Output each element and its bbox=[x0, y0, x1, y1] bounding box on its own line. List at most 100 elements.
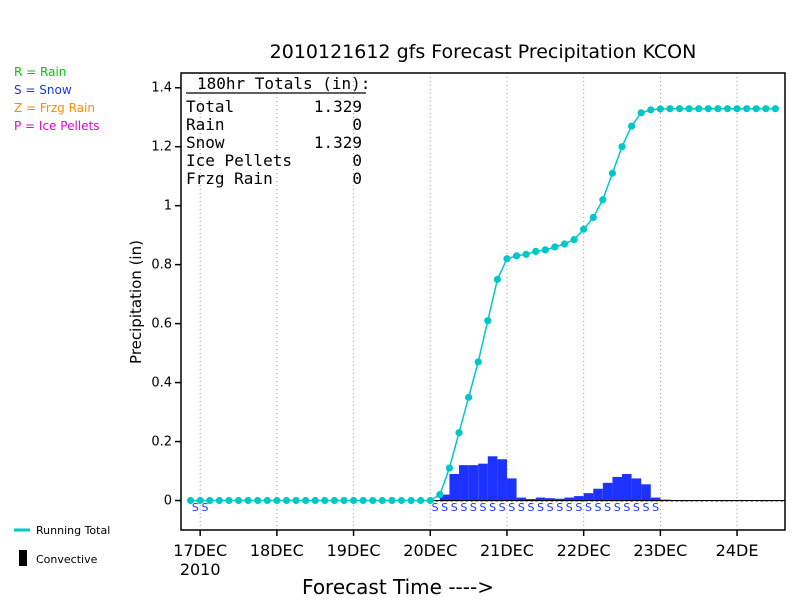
running-total-point bbox=[714, 105, 722, 113]
running-total-point bbox=[618, 143, 626, 151]
running-total-point bbox=[580, 225, 588, 233]
precip-type-code: S bbox=[642, 501, 649, 514]
running-total-point bbox=[311, 496, 319, 505]
convective-legend-swatch bbox=[19, 550, 27, 566]
running-total-point bbox=[599, 196, 607, 204]
running-total-point bbox=[704, 105, 712, 113]
running-total-point bbox=[378, 496, 386, 505]
running-total-point bbox=[234, 496, 243, 505]
precip-bar bbox=[602, 482, 613, 501]
precip-type-code: S bbox=[537, 501, 544, 514]
running-total-point bbox=[196, 496, 204, 505]
precip-type-legend: R = Rain S = Snow Z = Frzg Rain P = Ice Pel… bbox=[14, 65, 99, 133]
totals-row-value: 1.329 bbox=[314, 133, 362, 152]
running-total-point bbox=[263, 496, 271, 505]
type-legend-item: P = Ice Pellets bbox=[14, 119, 99, 133]
precip-bar bbox=[612, 476, 623, 501]
precip-bar bbox=[622, 473, 632, 501]
running-total-point bbox=[282, 496, 291, 505]
precip-type-code: S bbox=[585, 501, 592, 514]
y-axis: 0 0.2 0.4 0.6 0.8 1 1.2 1.4 bbox=[151, 81, 181, 509]
running-total-point bbox=[302, 496, 310, 505]
running-total-point bbox=[570, 235, 578, 244]
y-axis-label: Precipitation (in) bbox=[127, 240, 145, 364]
running-total-point bbox=[369, 496, 377, 505]
x-tick-label: 18DEC bbox=[250, 541, 304, 560]
running-total-point bbox=[417, 496, 425, 505]
running-total-point bbox=[762, 105, 770, 113]
running-total-point bbox=[743, 105, 751, 113]
y-tick-label: 0.6 bbox=[151, 317, 172, 332]
running-total-point bbox=[465, 393, 473, 401]
type-legend-item: Z = Frzg Rain bbox=[14, 101, 95, 115]
totals-row-label: Rain bbox=[186, 115, 225, 134]
precip-type-code: S bbox=[192, 501, 199, 514]
running-total-point bbox=[512, 252, 521, 260]
running-total-point bbox=[321, 496, 329, 505]
y-tick-label: 1.2 bbox=[151, 140, 172, 155]
totals-row-value: 1.329 bbox=[314, 97, 362, 116]
running-total-point bbox=[244, 496, 252, 505]
convective-legend-label: Convective bbox=[36, 553, 98, 566]
running-total-point bbox=[522, 250, 530, 258]
running-total-point bbox=[752, 105, 760, 113]
precip-bar bbox=[535, 497, 546, 501]
precip-bar bbox=[631, 478, 642, 501]
running-total-point bbox=[484, 317, 492, 325]
precip-bar bbox=[449, 473, 460, 501]
precip-type-code: S bbox=[604, 501, 611, 514]
running-total-point bbox=[474, 358, 482, 366]
y-tick-label: 0.8 bbox=[151, 258, 172, 273]
running-total-point bbox=[349, 496, 358, 505]
x-tick-label: 21DEC bbox=[480, 541, 534, 560]
totals-row-label: Ice Pellets bbox=[186, 151, 292, 170]
x-axis-label: Forecast Time ----> bbox=[302, 575, 494, 599]
x-tick-label: 19DEC bbox=[327, 541, 381, 560]
running-total-point bbox=[273, 496, 281, 505]
precip-bar bbox=[516, 497, 527, 501]
y-tick-label: 1 bbox=[164, 199, 172, 214]
running-total-point bbox=[455, 429, 463, 437]
running-total-point bbox=[493, 275, 501, 283]
plot-frame bbox=[180, 72, 786, 531]
running-total-point bbox=[695, 105, 703, 113]
precip-bar bbox=[468, 465, 479, 501]
running-total-point bbox=[206, 496, 214, 505]
precip-bar bbox=[487, 456, 498, 501]
x-tick-label: 17DEC bbox=[173, 541, 227, 560]
running-total-point bbox=[292, 496, 300, 505]
precip-bar bbox=[497, 459, 507, 501]
totals-row-label: Total bbox=[186, 97, 234, 116]
precip-bar bbox=[641, 484, 651, 501]
precip-type-code: S bbox=[441, 501, 448, 514]
running-total-point bbox=[407, 496, 415, 505]
running-total-point bbox=[637, 109, 645, 117]
running-total-point bbox=[675, 105, 684, 113]
precip-bar bbox=[478, 463, 488, 501]
precip-type-code: S bbox=[480, 501, 487, 514]
precip-bar bbox=[650, 497, 661, 501]
precip-type-code: S bbox=[527, 501, 534, 514]
y-tick-label: 1.4 bbox=[151, 81, 172, 96]
precip-type-code: S bbox=[652, 501, 659, 514]
running-total-series bbox=[186, 105, 780, 505]
totals-row-label: Frzg Rain bbox=[186, 169, 273, 188]
totals-header: 180hr Totals (in): bbox=[197, 74, 370, 93]
precip-bar bbox=[554, 498, 565, 501]
running-total-point bbox=[503, 255, 511, 263]
totals-row-value: 0 bbox=[352, 151, 362, 170]
precip-bar bbox=[593, 488, 603, 501]
precip-bar bbox=[583, 493, 594, 501]
running-total-point bbox=[186, 496, 195, 505]
precip-type-code: S bbox=[566, 501, 573, 514]
running-total-point bbox=[426, 496, 434, 505]
precip-type-code: S bbox=[451, 501, 458, 514]
running-total-point bbox=[215, 496, 223, 505]
x-tick-label: 22DEC bbox=[557, 541, 611, 560]
running-total-point bbox=[445, 464, 454, 472]
running-total-point bbox=[388, 496, 396, 505]
running-total-point bbox=[666, 105, 674, 113]
